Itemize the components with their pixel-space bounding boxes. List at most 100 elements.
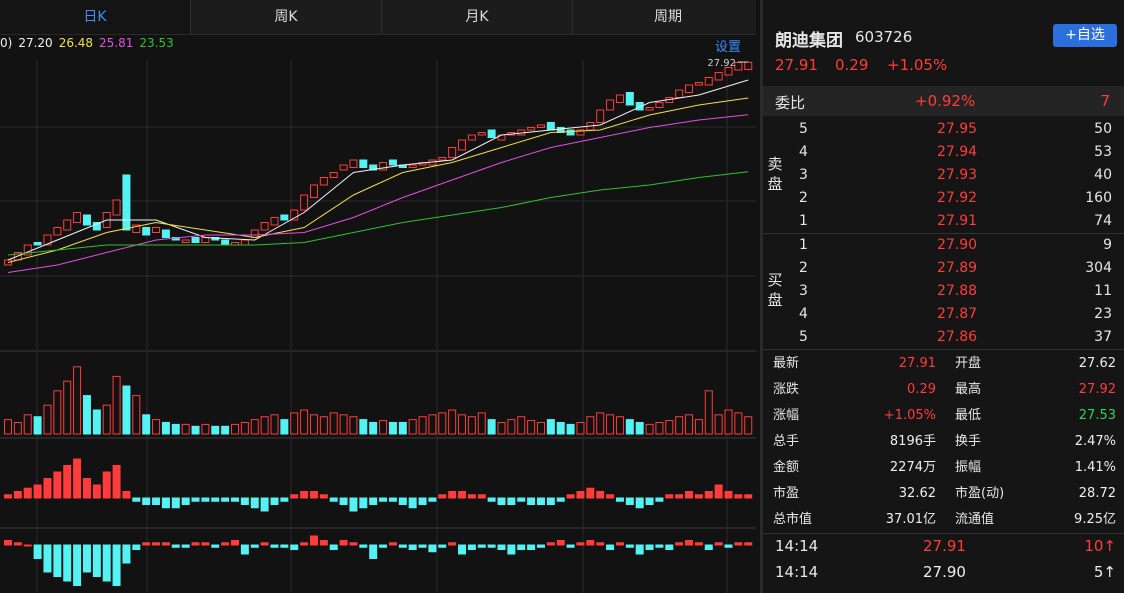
- stat-label: 涨跌: [773, 382, 800, 397]
- volume-bar: [388, 421, 397, 435]
- volume-bar: [704, 390, 713, 435]
- volume-bar: [497, 421, 506, 435]
- indicator-bar: [408, 544, 417, 550]
- indicator-bar: [122, 544, 131, 564]
- candle: [221, 239, 230, 246]
- indicator-bar: [438, 544, 447, 548]
- stat-label: 流通值: [955, 512, 995, 527]
- volume-bar: [329, 412, 338, 435]
- indicator-bar: [349, 497, 358, 512]
- candle: [606, 99, 615, 111]
- stat-row: 涨跌 0.29 最高 27.92: [763, 377, 1124, 403]
- indicator-bar: [142, 542, 151, 546]
- indicator-bar: [132, 544, 141, 550]
- ma-value: 26.48: [58, 36, 94, 50]
- volume-bar: [240, 421, 249, 435]
- tab[interactable]: 周K: [191, 0, 382, 34]
- indicator-bar: [92, 484, 101, 499]
- indicator-bar: [724, 491, 733, 499]
- indicator-bar: [734, 542, 743, 546]
- stat-value: 28.72: [1078, 486, 1116, 501]
- indicator-bar: [458, 544, 467, 555]
- candle: [694, 82, 703, 86]
- indicator-bar: [161, 497, 170, 509]
- tick-row: 14:14 27.90 5↑: [763, 559, 1124, 585]
- indicator-bar: [428, 544, 437, 553]
- indicator-bar: [507, 544, 516, 555]
- indicator-bar: [290, 494, 299, 499]
- side-label: 卖盘: [767, 155, 783, 193]
- indicator-bar: [23, 544, 32, 547]
- indicator-bar: [92, 544, 101, 577]
- stat-label: 最低: [955, 408, 982, 423]
- indicator-bar: [221, 497, 230, 502]
- indicator-bar: [645, 497, 654, 505]
- indicator-bar: [576, 542, 585, 546]
- indicator-bar: [615, 497, 624, 502]
- indicator-bar: [665, 494, 674, 499]
- indicator-bar: [675, 494, 684, 499]
- indicator-bar: [142, 497, 151, 505]
- separator: [763, 533, 1124, 534]
- indicator-bar: [606, 544, 615, 550]
- candle: [201, 237, 210, 243]
- candle: [63, 219, 72, 231]
- indicator-bar: [53, 544, 62, 577]
- volume-bar: [536, 421, 545, 435]
- indicator-bar: [309, 491, 318, 499]
- volume-bar: [171, 423, 180, 435]
- candle: [250, 229, 259, 238]
- candle: [438, 157, 447, 161]
- indicator-bar: [527, 497, 536, 505]
- indicator-bar: [152, 497, 161, 505]
- candle: [319, 177, 328, 186]
- tab[interactable]: 日K: [0, 0, 191, 34]
- indicator-bar: [250, 544, 259, 548]
- indicator-bar: [339, 497, 348, 505]
- indicator-bar: [744, 542, 753, 546]
- add-watchlist[interactable]: +自选: [1053, 24, 1117, 47]
- candle: [596, 109, 605, 123]
- stat-value: 2274万: [889, 460, 936, 475]
- settings-button[interactable]: 设置: [715, 40, 742, 55]
- tab[interactable]: 月K: [382, 0, 573, 34]
- volume-bar: [300, 409, 309, 435]
- indicator-bar: [43, 478, 52, 499]
- indicator-bar: [280, 544, 289, 548]
- indicator-bar: [359, 544, 368, 548]
- volume-bar: [467, 416, 476, 435]
- candle: [73, 212, 82, 223]
- candle: [536, 124, 545, 128]
- book-volume: 53: [1094, 144, 1112, 160]
- volume-bar: [339, 414, 348, 435]
- tab[interactable]: 周期: [654, 9, 682, 25]
- level: 4: [799, 144, 808, 160]
- volume-bar: [280, 419, 289, 435]
- volume-bar: [290, 412, 299, 435]
- book-row: 2 27.89 304: [763, 257, 1124, 280]
- candle: [615, 94, 624, 103]
- candle: [349, 159, 358, 168]
- volume-bar: [142, 414, 151, 435]
- indicator-bar: [102, 471, 111, 499]
- indicator-bar: [270, 497, 279, 505]
- book-volume: 9: [1103, 237, 1112, 253]
- stat-value: 8196手: [889, 434, 936, 449]
- indicator-bar: [556, 540, 565, 546]
- indicator-bar: [527, 544, 536, 550]
- indicator-bar: [13, 542, 22, 546]
- indicator-bar: [82, 544, 91, 573]
- indicator-bar: [270, 544, 279, 548]
- kline-chart: 27.92: [0, 58, 756, 593]
- indicator-bar: [586, 540, 595, 546]
- ma-line: [7, 114, 749, 273]
- indicator-bar: [82, 478, 91, 499]
- indicator-bar: [408, 497, 417, 509]
- book-row: 3 27.93 40: [763, 164, 1124, 187]
- indicator-bar: [369, 544, 378, 559]
- stat-row: 市盈 32.62 市盈(动) 28.72: [763, 481, 1124, 507]
- volume-bar: [586, 416, 595, 435]
- level: 4: [799, 306, 808, 322]
- change-pct: +1.05%: [887, 56, 948, 74]
- candle: [329, 172, 338, 178]
